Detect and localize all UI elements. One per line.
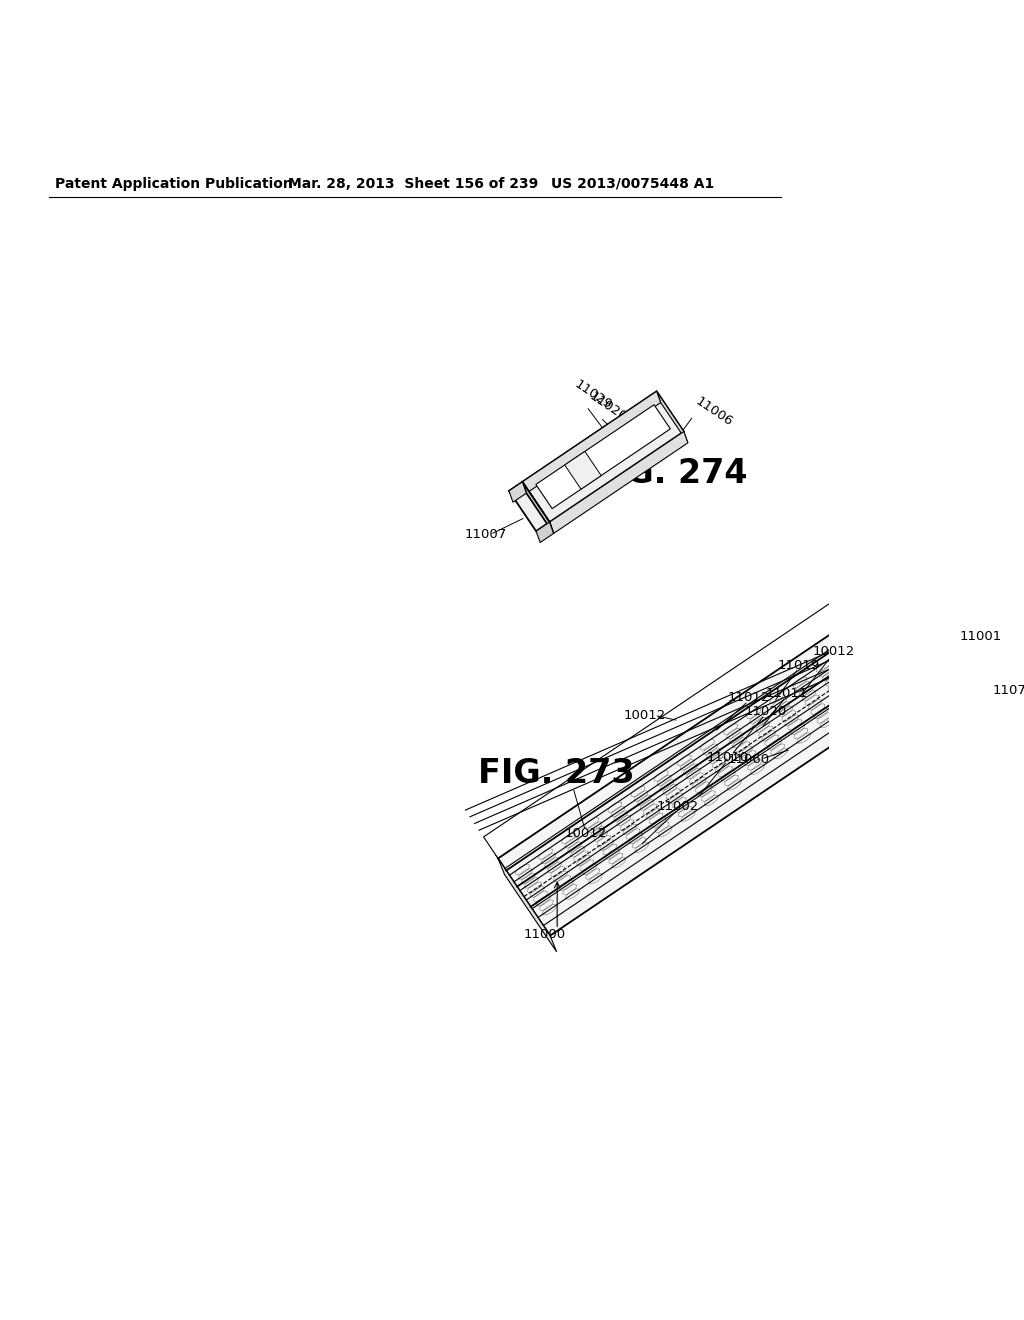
Polygon shape [914, 578, 973, 671]
Text: 10012: 10012 [564, 826, 606, 840]
Polygon shape [656, 391, 688, 444]
Text: 11029: 11029 [572, 378, 614, 412]
Polygon shape [942, 688, 954, 697]
Text: 10012: 10012 [624, 709, 666, 722]
Polygon shape [550, 432, 688, 533]
Polygon shape [483, 556, 952, 915]
Polygon shape [537, 523, 554, 543]
Text: Patent Application Publication: Patent Application Publication [55, 177, 293, 191]
Text: 11060: 11060 [727, 754, 769, 767]
Polygon shape [916, 606, 947, 638]
Polygon shape [522, 391, 684, 523]
Polygon shape [911, 635, 963, 688]
Polygon shape [498, 858, 557, 952]
Text: 11007: 11007 [465, 528, 507, 541]
Polygon shape [536, 405, 671, 508]
Polygon shape [522, 482, 554, 533]
Polygon shape [887, 598, 952, 663]
Polygon shape [887, 626, 921, 688]
Text: 11001: 11001 [959, 630, 1001, 643]
Text: 11002: 11002 [656, 800, 699, 813]
Text: 11010: 11010 [707, 751, 749, 764]
Text: FIG. 274: FIG. 274 [591, 457, 748, 490]
Polygon shape [935, 591, 1002, 652]
Polygon shape [929, 630, 950, 653]
Polygon shape [522, 391, 660, 494]
Text: 11011: 11011 [765, 688, 808, 701]
Text: 11020: 11020 [587, 391, 629, 425]
Text: FIG. 273: FIG. 273 [478, 756, 635, 789]
Text: 11019: 11019 [778, 659, 820, 672]
Polygon shape [946, 602, 991, 642]
Polygon shape [509, 482, 550, 531]
Text: 11020: 11020 [744, 705, 786, 718]
Text: Mar. 28, 2013  Sheet 156 of 239: Mar. 28, 2013 Sheet 156 of 239 [288, 177, 538, 191]
Text: 10012: 10012 [812, 644, 855, 657]
Text: 11070: 11070 [992, 684, 1024, 697]
Text: 11012: 11012 [727, 690, 770, 704]
Text: 11006: 11006 [693, 395, 735, 429]
Text: US 2013/0075448 A1: US 2013/0075448 A1 [551, 177, 714, 191]
Polygon shape [564, 451, 601, 490]
Polygon shape [522, 482, 554, 533]
Polygon shape [496, 574, 965, 932]
Polygon shape [509, 482, 526, 502]
Text: 11000: 11000 [524, 928, 566, 941]
Polygon shape [498, 578, 967, 936]
